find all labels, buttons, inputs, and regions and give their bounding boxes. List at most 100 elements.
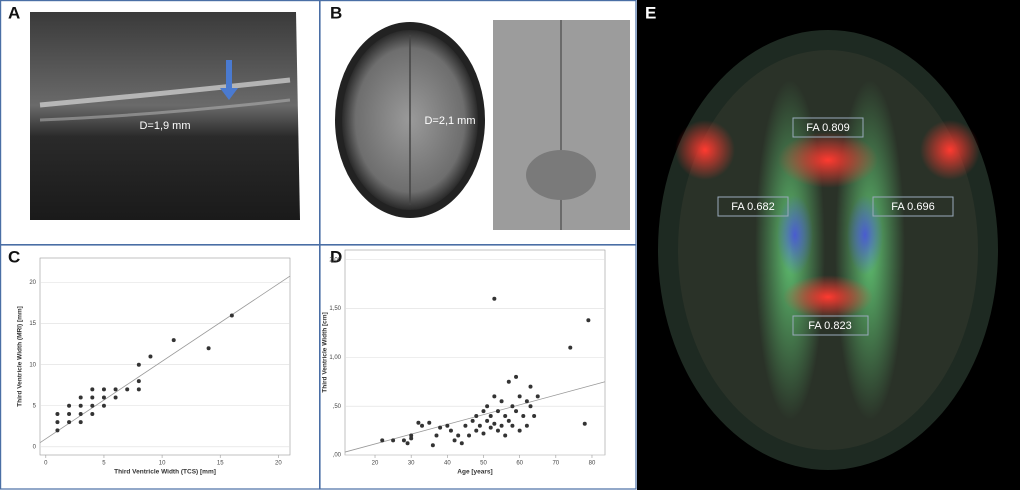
fa-label: FA 0.809 <box>806 122 849 134</box>
point <box>492 421 497 426</box>
panel-letter: E <box>645 3 656 22</box>
point <box>67 420 72 425</box>
fa-label: FA 0.682 <box>731 201 774 213</box>
point <box>90 403 95 408</box>
point <box>67 403 72 408</box>
point <box>206 346 211 351</box>
fa-label: FA 0.823 <box>808 320 851 332</box>
panel-frames <box>0 0 637 490</box>
point <box>532 413 537 418</box>
panel-letter: B <box>330 3 342 22</box>
point <box>459 441 464 446</box>
point <box>448 428 453 433</box>
panel-letter: C <box>8 247 20 266</box>
point <box>416 420 421 425</box>
point <box>481 409 486 414</box>
point <box>528 384 533 389</box>
point <box>485 404 490 409</box>
mri-image <box>328 20 630 230</box>
point <box>445 423 450 428</box>
point <box>136 387 141 392</box>
x-axis-title: Third Ventricle Width (TCS) [mm] <box>114 469 216 476</box>
x-tick-label: 0 <box>44 461 48 467</box>
point <box>405 441 410 446</box>
x-tick-label: 10 <box>159 461 166 467</box>
point <box>586 318 591 323</box>
point <box>517 394 522 399</box>
point <box>430 443 435 448</box>
point <box>409 433 414 438</box>
y-axis-title: Third Ventricle Width [cm] <box>322 312 329 392</box>
x-tick-label: 80 <box>589 461 596 467</box>
point <box>452 438 457 443</box>
dti-image <box>637 0 1020 490</box>
point <box>535 394 540 399</box>
point <box>90 395 95 400</box>
point <box>495 428 500 433</box>
point <box>78 411 83 416</box>
ultrasound-image <box>30 12 300 220</box>
point <box>55 428 60 433</box>
point <box>456 433 461 438</box>
x-axis-title: Age [years] <box>457 469 492 476</box>
point <box>495 409 500 414</box>
x-tick-label: 15 <box>217 461 224 467</box>
y-tick-label: 5 <box>33 403 37 409</box>
measure-label: D=2,1 mm <box>424 115 475 127</box>
fa-boxes <box>717 117 954 336</box>
point <box>171 338 176 343</box>
point <box>67 411 72 416</box>
y-tick-label: 2,00 <box>329 257 341 263</box>
point <box>503 413 508 418</box>
point <box>506 418 511 423</box>
point <box>503 433 508 438</box>
point <box>514 409 519 414</box>
point <box>467 433 472 438</box>
point <box>113 387 118 392</box>
point <box>409 436 414 441</box>
point <box>55 420 60 425</box>
point <box>78 403 83 408</box>
point <box>474 413 479 418</box>
point <box>113 395 118 400</box>
point <box>148 354 153 359</box>
point <box>492 394 497 399</box>
y-tick-label: ,50 <box>333 404 342 410</box>
y-tick-label: 1,50 <box>329 306 341 312</box>
point <box>427 420 432 425</box>
point <box>470 418 475 423</box>
point <box>568 345 573 350</box>
point <box>514 374 519 379</box>
point <box>136 379 141 384</box>
point <box>438 425 443 430</box>
panel-letter: A <box>8 3 20 22</box>
point <box>510 423 515 428</box>
point <box>474 428 479 433</box>
point <box>90 411 95 416</box>
point <box>506 379 511 384</box>
point <box>55 411 60 416</box>
point <box>78 420 83 425</box>
point <box>78 395 83 400</box>
measure-label: D=1,9 mm <box>139 120 190 132</box>
point <box>90 387 95 392</box>
point <box>434 433 439 438</box>
y-tick-label: 1,00 <box>329 355 341 361</box>
y-tick-label: 20 <box>29 280 36 286</box>
point <box>524 399 529 404</box>
x-tick-label: 60 <box>516 461 523 467</box>
plot-area <box>344 249 606 456</box>
y-tick-label: 15 <box>29 321 36 327</box>
point <box>229 313 234 318</box>
point <box>517 428 522 433</box>
point <box>524 423 529 428</box>
point <box>391 438 396 443</box>
x-tick-label: 70 <box>552 461 559 467</box>
y-axis-title: Third Ventricle Width (MRI) [mm] <box>17 306 24 407</box>
point <box>125 387 130 392</box>
point <box>101 403 106 408</box>
point <box>499 399 504 404</box>
point <box>477 423 482 428</box>
point <box>582 421 587 426</box>
point <box>481 431 486 436</box>
